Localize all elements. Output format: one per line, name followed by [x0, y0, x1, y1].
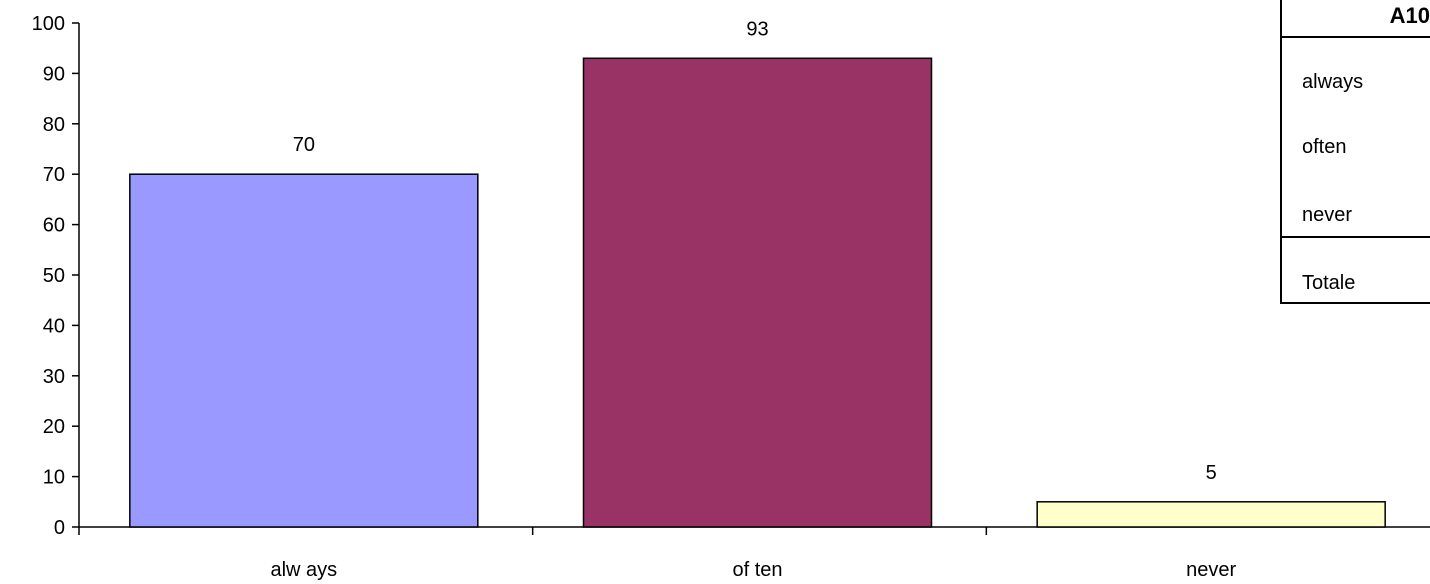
table-row-often: often	[1302, 136, 1347, 158]
data-label-1: 93	[746, 18, 768, 40]
y-tick-label: 80	[43, 114, 65, 136]
table-title: A10	[1282, 0, 1430, 38]
chart-labels: 70 alw ays 93 of ten 5 never	[270, 18, 1236, 581]
y-tick-label: 20	[43, 416, 65, 438]
table-row-total: Totale	[1302, 272, 1356, 294]
x-tick-label-0: alw ays	[270, 559, 337, 581]
data-label-2: 5	[1206, 462, 1217, 484]
table-total-divider	[1282, 236, 1430, 238]
y-tick-label: 10	[43, 467, 65, 489]
y-tick-label: 50	[43, 265, 65, 287]
y-tick-label: 30	[43, 366, 65, 388]
bar-1	[582, 57, 933, 528]
bar-0	[129, 173, 479, 528]
y-tick-label: 0	[54, 517, 65, 539]
data-label-0: 70	[293, 134, 315, 156]
table-row-always: always	[1302, 71, 1364, 93]
summary-table: A10 always often never Totale	[1280, 0, 1430, 304]
y-tick-label: 70	[43, 164, 65, 186]
x-tick-label-1: of ten	[732, 559, 782, 581]
chart-bars	[129, 57, 1386, 528]
bar-2	[1036, 501, 1386, 528]
y-tick-label: 40	[43, 315, 65, 337]
x-tick-label-2: never	[1186, 559, 1236, 581]
table-row-never: never	[1302, 204, 1353, 226]
y-tick-label: 90	[43, 63, 65, 85]
y-tick-label: 100	[32, 13, 65, 35]
y-tick-label: 60	[43, 215, 65, 237]
